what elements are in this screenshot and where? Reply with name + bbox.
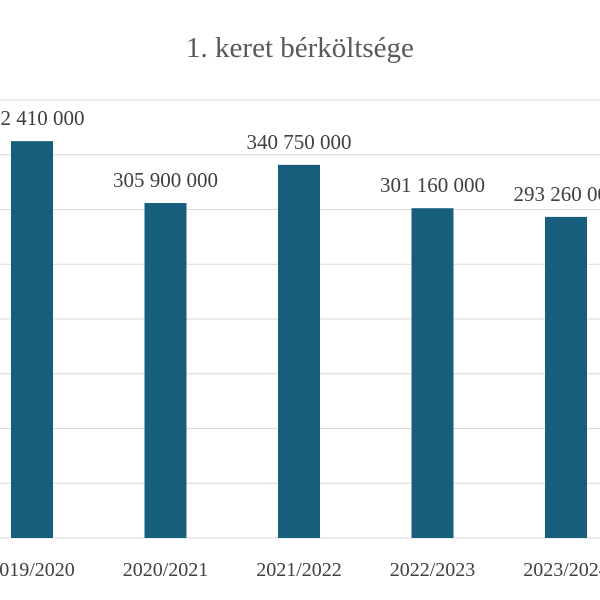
x-tick-label: 2022/2023 [390,559,476,581]
data-label: 305 900 000 [113,168,218,192]
x-tick-label: 2023/2024 [523,559,600,581]
bar [144,203,187,539]
bar [11,141,53,538]
x-tick-label: 2020/2021 [123,559,209,581]
data-label: 362 410 000 [0,106,85,130]
bar [545,216,587,538]
bar [278,164,320,538]
data-label: 340 750 000 [247,130,352,154]
x-tick-label: 2021/2022 [256,559,342,581]
x-tick-label: 2019/2020 [0,559,75,581]
data-labels: 362 410 000 305 900 000 340 750 000 301 160… [0,106,600,206]
bars [11,141,587,539]
data-label: 293 260 000 [514,182,600,206]
x-axis-tick-labels: 2019/2020 2020/2021 2021/2022 2022/2023 2023… [0,559,600,581]
bar [411,208,454,538]
data-label: 301 160 000 [380,173,485,197]
chart-title: 1. keret bérköltsége [186,32,414,64]
